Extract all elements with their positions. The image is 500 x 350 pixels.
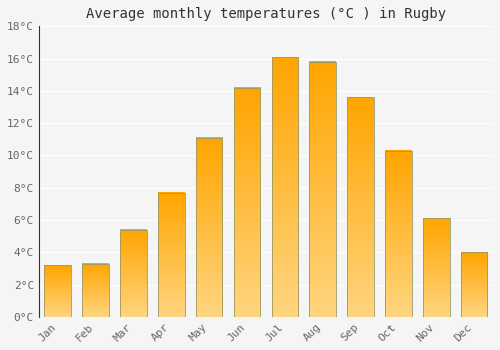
Bar xyxy=(196,138,222,317)
Bar xyxy=(423,218,450,317)
Bar xyxy=(234,88,260,317)
Bar xyxy=(272,57,298,317)
Bar xyxy=(348,97,374,317)
Bar xyxy=(82,264,109,317)
Title: Average monthly temperatures (°C ) in Rugby: Average monthly temperatures (°C ) in Ru… xyxy=(86,7,446,21)
Bar xyxy=(44,265,71,317)
Bar xyxy=(385,150,411,317)
Bar xyxy=(120,230,146,317)
Bar xyxy=(158,193,184,317)
Bar xyxy=(461,252,487,317)
Bar xyxy=(310,62,336,317)
